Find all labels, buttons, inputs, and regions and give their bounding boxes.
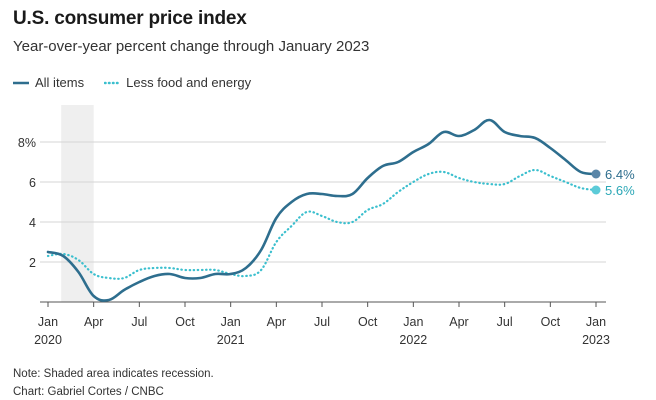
- x-tick-label: Jul: [314, 315, 330, 329]
- end-point-all-items: [591, 169, 601, 179]
- series-line-all-items: [46, 118, 598, 302]
- chart-note: Note: Shaded area indicates recession.: [13, 368, 214, 380]
- x-tick-label: Jan: [38, 315, 58, 329]
- y-tick-label: 4: [29, 216, 36, 230]
- chart-title: U.S. consumer price index: [13, 8, 247, 29]
- x-tick-label: Apr: [449, 315, 468, 329]
- x-tick-label: Apr: [84, 315, 103, 329]
- y-tick-label: 2: [29, 256, 36, 270]
- end-label-all-items: 6.4%: [605, 167, 635, 182]
- legend: All items Less food and energy: [13, 75, 271, 90]
- x-tick-year-label: 2021: [217, 333, 245, 347]
- legend-item-all-items: All items: [13, 75, 84, 90]
- x-tick-label: Oct: [358, 315, 378, 329]
- x-tick-label: Jan: [403, 315, 423, 329]
- y-tick-label: 6: [29, 176, 36, 190]
- x-tick-label: Jul: [497, 315, 513, 329]
- legend-swatch-dotted: [104, 81, 121, 84]
- series-line-core: [46, 168, 598, 280]
- end-point-core: [591, 185, 601, 195]
- x-tick-label: Jan: [586, 315, 606, 329]
- x-tick-year-label: 2023: [582, 333, 610, 347]
- chart-subtitle: Year-over-year percent change through Ja…: [13, 38, 370, 55]
- y-tick-label: 8%: [18, 136, 36, 150]
- x-tick-year-label: 2022: [399, 333, 427, 347]
- x-tick-year-label: 2020: [34, 333, 62, 347]
- x-tick-label: Jan: [221, 315, 241, 329]
- legend-label-core: Less food and energy: [126, 75, 252, 90]
- x-tick-label: Oct: [541, 315, 561, 329]
- end-label-core: 5.6%: [605, 183, 635, 198]
- legend-item-core: Less food and energy: [104, 75, 251, 90]
- chart-credit: Chart: Gabriel Cortes / CNBC: [13, 386, 164, 398]
- legend-swatch-solid: [13, 81, 29, 84]
- legend-label-all-items: All items: [35, 75, 85, 90]
- x-tick-label: Jul: [131, 315, 147, 329]
- x-tick-label: Oct: [175, 315, 195, 329]
- x-tick-label: Apr: [267, 315, 286, 329]
